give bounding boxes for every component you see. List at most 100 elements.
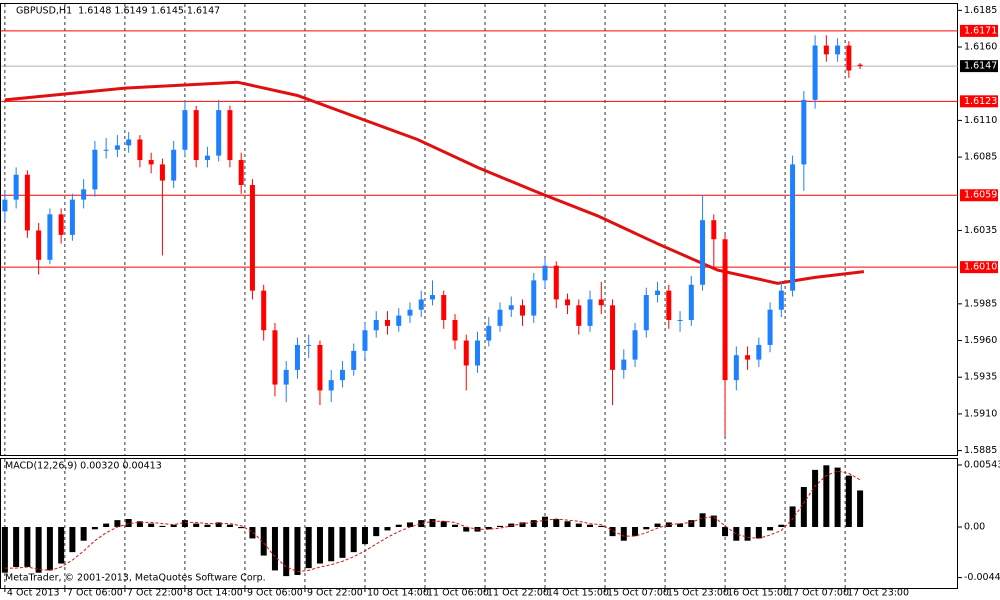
y-tick-label: 1.5960 bbox=[964, 335, 997, 346]
macd-bar bbox=[136, 521, 143, 527]
candle-body bbox=[249, 184, 255, 291]
macd-bar bbox=[148, 523, 155, 527]
candle-body bbox=[171, 149, 177, 181]
chart-title: GBPUSD,H1 1.6148 1.6149 1.6145 1.6147 bbox=[16, 6, 220, 17]
candle-body bbox=[283, 369, 289, 385]
candle-body bbox=[92, 149, 98, 190]
macd-bar bbox=[249, 526, 256, 539]
candle-body bbox=[778, 290, 784, 310]
macd-bar bbox=[643, 526, 650, 530]
candle-body bbox=[655, 290, 661, 296]
level-label: 1.6123 bbox=[964, 96, 997, 107]
candle-body bbox=[531, 280, 537, 316]
candle-body bbox=[182, 110, 188, 150]
y-tick-label: 1.6185 bbox=[964, 5, 997, 16]
macd-bar bbox=[69, 526, 76, 553]
macd-bar bbox=[181, 520, 188, 527]
macd-bar bbox=[744, 526, 751, 541]
macd-bar bbox=[598, 525, 605, 527]
candle-body bbox=[148, 160, 154, 165]
macd-bar bbox=[316, 526, 323, 564]
macd-bar bbox=[733, 526, 740, 541]
macd-bar bbox=[609, 526, 616, 537]
y-tick-label: 0.00543 bbox=[964, 459, 1000, 470]
x-tick-label: 11 Oct 06:00 bbox=[427, 588, 489, 599]
level-label: 1.6059 bbox=[964, 190, 997, 201]
candle-body bbox=[733, 355, 739, 381]
macd-bar bbox=[710, 515, 717, 527]
level-label-box bbox=[960, 261, 998, 274]
macd-bar bbox=[283, 526, 290, 577]
macd-bar bbox=[170, 524, 177, 527]
macd-bar bbox=[553, 519, 560, 527]
candle-body bbox=[216, 110, 222, 156]
x-tick-label: 7 Oct 06:00 bbox=[67, 588, 123, 599]
x-tick-label: 9 Oct 22:00 bbox=[307, 588, 363, 599]
macd-bar bbox=[688, 520, 695, 527]
macd-bar bbox=[654, 523, 661, 527]
y-tick-label: 1.6035 bbox=[964, 225, 997, 236]
candle-body bbox=[47, 214, 53, 260]
x-tick-label: 17 Oct 23:00 bbox=[847, 588, 909, 599]
candle-body bbox=[418, 299, 424, 310]
x-tick-label: 14 Oct 15:00 bbox=[547, 588, 609, 599]
macd-bar bbox=[1, 526, 8, 573]
macd-bar bbox=[530, 520, 537, 527]
candle-body bbox=[643, 295, 649, 331]
macd-bar bbox=[91, 526, 98, 530]
x-tick-label: 8 Oct 14:00 bbox=[187, 588, 243, 599]
candle-body bbox=[745, 355, 751, 360]
candle-body bbox=[306, 344, 312, 346]
candle-body bbox=[497, 309, 503, 326]
x-tick-label: 4 Oct 2013 bbox=[7, 588, 60, 599]
level-label-box bbox=[960, 189, 998, 202]
macd-bar bbox=[13, 526, 20, 567]
level-label-box bbox=[960, 24, 998, 37]
macd-bar bbox=[755, 526, 762, 539]
macd-bar bbox=[857, 490, 864, 527]
candle-body bbox=[114, 145, 120, 150]
macd-bar bbox=[497, 525, 504, 527]
candle-body bbox=[58, 214, 64, 235]
candle-body bbox=[621, 359, 627, 370]
macd-bar bbox=[294, 526, 301, 575]
level-label-box bbox=[960, 95, 998, 108]
macd-bar bbox=[260, 526, 267, 556]
candle-body bbox=[261, 290, 267, 331]
macd-bar bbox=[800, 487, 807, 527]
macd-bar bbox=[564, 521, 571, 527]
macd-bar bbox=[440, 521, 447, 527]
candle-body bbox=[688, 284, 694, 320]
level-label: 1.6010 bbox=[964, 262, 997, 273]
macd-bar bbox=[620, 526, 627, 541]
candle-body bbox=[553, 265, 559, 300]
candle-body bbox=[632, 330, 638, 360]
macd-bar bbox=[508, 523, 515, 527]
y-tick-label: 1.5935 bbox=[964, 372, 997, 383]
candle-body bbox=[756, 344, 762, 360]
candle-body bbox=[677, 319, 683, 321]
macd-bar bbox=[193, 523, 200, 527]
macd-bar bbox=[485, 526, 492, 530]
macd-bar bbox=[778, 524, 785, 527]
candle-body bbox=[565, 299, 571, 306]
candle-body bbox=[576, 305, 582, 326]
macd-bar bbox=[418, 520, 425, 527]
macd-bar bbox=[834, 467, 841, 527]
x-tick-label: 10 Oct 14:00 bbox=[367, 588, 429, 599]
x-tick-label: 17 Oct 07:00 bbox=[787, 588, 849, 599]
candle-body bbox=[317, 344, 323, 391]
x-tick-label: 15 Oct 07:00 bbox=[607, 588, 669, 599]
macd-bar bbox=[35, 526, 42, 573]
macd-bar bbox=[542, 516, 549, 527]
macd-bar bbox=[722, 526, 729, 537]
candle-body bbox=[823, 45, 829, 55]
candle-body bbox=[857, 64, 863, 67]
y-tick-label: 0.00 bbox=[964, 521, 985, 532]
candle-body bbox=[835, 45, 841, 55]
candle-body bbox=[508, 305, 514, 310]
candle-body bbox=[801, 99, 807, 165]
macd-bar bbox=[339, 526, 346, 558]
macd-bar bbox=[238, 526, 245, 529]
macd-bar bbox=[406, 522, 413, 527]
